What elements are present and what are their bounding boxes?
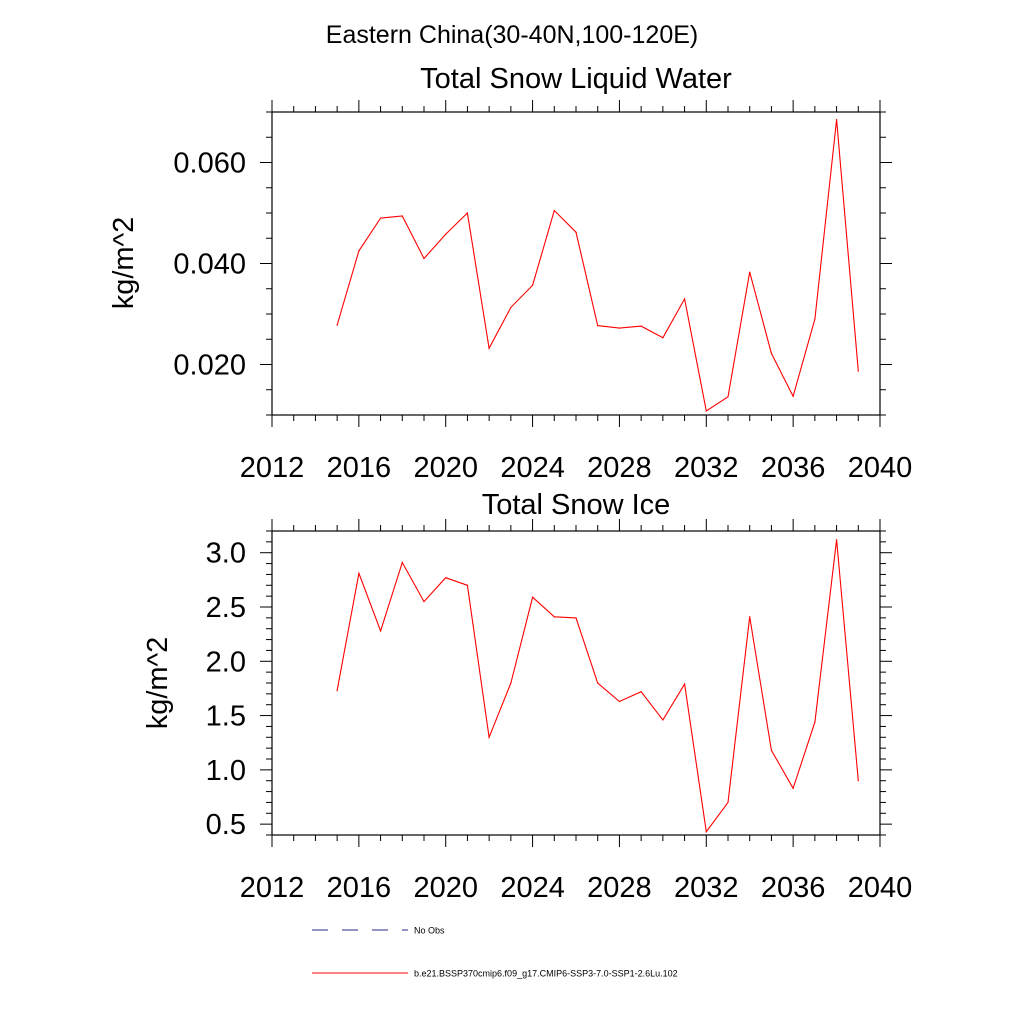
- data-point: [336, 324, 338, 326]
- y-tick-label: 1.5: [206, 701, 246, 733]
- data-point: [835, 539, 838, 541]
- x-tick-label: 2012: [240, 452, 305, 484]
- data-point: [553, 616, 555, 618]
- x-tick-label: 2028: [587, 452, 652, 484]
- data-point: [445, 577, 447, 579]
- data-point: [640, 325, 642, 327]
- plot-frame: [271, 111, 881, 416]
- y-tick-label: 2.0: [206, 646, 246, 678]
- data-point: [510, 306, 512, 309]
- data-point: [466, 212, 469, 214]
- data-point: [445, 233, 447, 235]
- y-tick-label: 1.0: [206, 755, 246, 787]
- data-point: [770, 749, 773, 751]
- data-point: [835, 118, 838, 121]
- data-point: [597, 325, 599, 327]
- data-point: [358, 250, 360, 252]
- data-point: [792, 787, 794, 789]
- data-point: [488, 347, 490, 349]
- x-tick-label: 2040: [848, 872, 913, 904]
- y-tick-label: 3.0: [206, 538, 246, 570]
- x-tick-label: 2032: [674, 452, 739, 484]
- data-point: [618, 700, 621, 703]
- data-point: [683, 683, 686, 685]
- y-tick-label: 0.060: [173, 148, 246, 180]
- data-point: [705, 410, 707, 412]
- data-point: [640, 691, 642, 693]
- data-point: [531, 596, 534, 598]
- legend-label-2: b.e21.BSSP370cmip6.f09_g17.CMIP6-SSP3-7.…: [414, 969, 678, 979]
- y-tick-label: 0.040: [173, 249, 246, 281]
- data-point: [401, 215, 403, 217]
- data-point: [488, 736, 490, 738]
- x-tick-label: 2028: [587, 872, 652, 904]
- data-point: [662, 719, 664, 721]
- data-point: [857, 370, 859, 372]
- x-tick-label: 2020: [413, 872, 478, 904]
- figure-title: Eastern China(30-40N,100-120E): [326, 21, 698, 49]
- y-tick-label: 2.5: [206, 592, 246, 624]
- data-point: [749, 271, 751, 273]
- data-point: [423, 600, 425, 603]
- data-point: [553, 209, 555, 212]
- x-tick-label: 2012: [240, 872, 305, 904]
- chart-panel-1: Total Snow Liquid Water kg/m^2 2012 2016 202…: [108, 63, 912, 484]
- data-point: [510, 682, 512, 684]
- data-point: [466, 584, 469, 586]
- x-tick-label: 2036: [761, 872, 826, 904]
- data-point: [336, 690, 338, 692]
- data-point: [770, 352, 773, 354]
- x-tick-label: 2032: [674, 872, 739, 904]
- data-point: [814, 721, 816, 723]
- data-point: [705, 831, 707, 833]
- data-point: [575, 231, 577, 233]
- data-point: [727, 396, 729, 398]
- data-point: [575, 617, 577, 619]
- data-point: [792, 395, 794, 397]
- data-point: [379, 217, 382, 219]
- data-point: [727, 801, 729, 804]
- panel-title: Total Snow Ice: [482, 489, 671, 521]
- x-tick-label: 2024: [500, 452, 565, 484]
- data-point: [401, 561, 403, 564]
- data-point: [749, 616, 751, 618]
- panel-title: Total Snow Liquid Water: [420, 63, 732, 95]
- legend: No Obs b.e21.BSSP370cmip6.f09_g17.CMIP6-S…: [312, 926, 678, 979]
- data-point: [423, 257, 425, 260]
- data-point: [662, 337, 664, 339]
- y-axis-label: kg/m^2: [142, 637, 174, 730]
- plot-frame: [271, 530, 881, 836]
- legend-label-1: No Obs: [414, 926, 445, 936]
- x-tick-label: 2024: [500, 872, 565, 904]
- x-tick-label: 2016: [327, 452, 392, 484]
- data-point: [857, 780, 859, 782]
- data-point: [358, 572, 360, 574]
- data-point: [683, 298, 686, 300]
- data-point: [531, 284, 534, 286]
- data-point: [379, 630, 382, 632]
- data-point: [618, 327, 621, 329]
- x-tick-label: 2016: [327, 872, 392, 904]
- data-point: [814, 318, 816, 320]
- x-tick-label: 2020: [413, 452, 478, 484]
- chart-panel-2: Total Snow Ice kg/m^2 2012 2016 2020 2024 2028…: [142, 489, 912, 904]
- x-tick-label: 2040: [848, 452, 913, 484]
- y-tick-label: 0.020: [173, 350, 246, 382]
- data-point: [597, 682, 599, 684]
- y-axis-label: kg/m^2: [108, 217, 140, 310]
- series-line: [336, 539, 859, 834]
- y-tick-label: 0.5: [206, 809, 246, 841]
- series-line: [336, 119, 859, 412]
- x-tick-label: 2036: [761, 452, 826, 484]
